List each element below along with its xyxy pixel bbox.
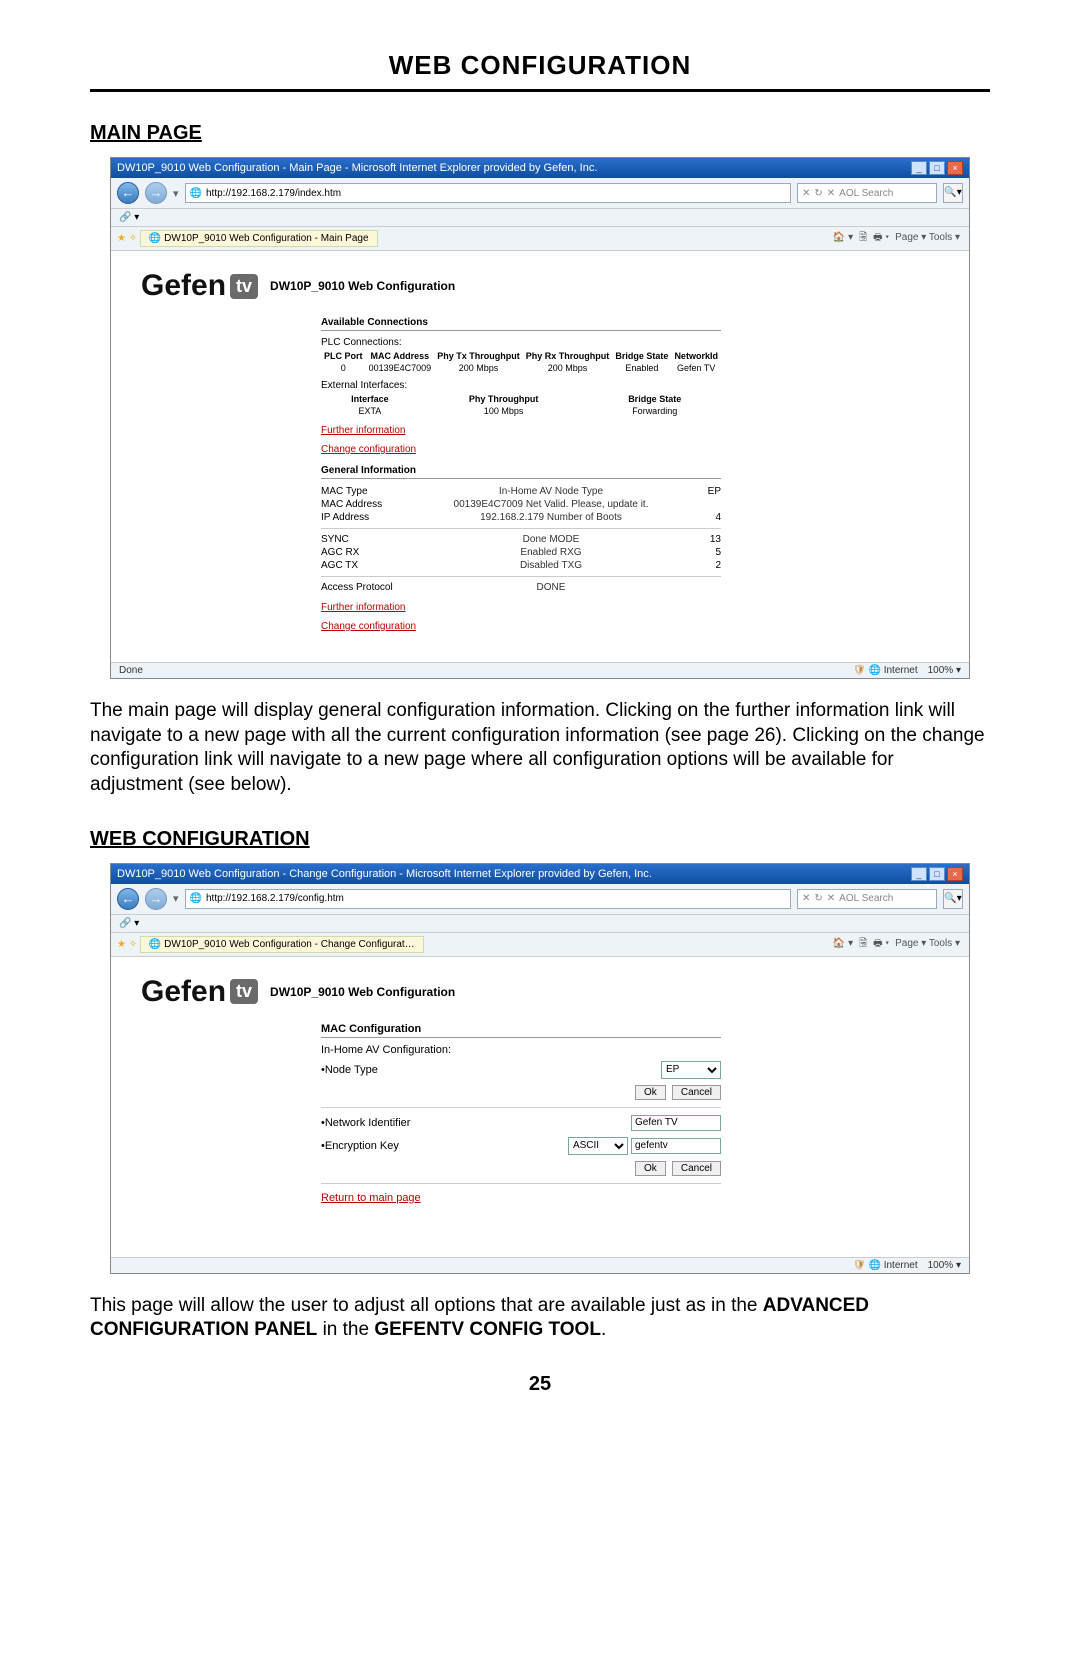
available-connections-header: Available Connections: [321, 317, 721, 331]
favorites-icon-2[interactable]: ★: [117, 939, 126, 950]
add-favorite-icon-2[interactable]: ✧: [129, 939, 137, 950]
return-link[interactable]: Return to main page: [321, 1192, 721, 1204]
add-favorite-icon[interactable]: ✧: [129, 233, 137, 244]
forward-button-2[interactable]: →: [145, 888, 167, 910]
close-button[interactable]: ×: [947, 161, 963, 175]
cancel-button-1[interactable]: Cancel: [672, 1085, 721, 1100]
encryption-type-select[interactable]: ASCII: [568, 1137, 628, 1155]
node-type-label: •Node Type: [321, 1064, 661, 1076]
ext-table: Interface Phy Throughput Bridge State EX…: [321, 393, 721, 417]
maximize-button-2[interactable]: □: [929, 867, 945, 881]
ie-statusbar-2: 🛡 🌐 Internet 100% ▾: [111, 1257, 969, 1273]
ie-titlebar-2: DW10P_9010 Web Configuration - Change Co…: [111, 864, 969, 884]
url-text-2: http://192.168.2.179/config.htm: [206, 893, 344, 904]
node-type-select[interactable]: EP: [661, 1061, 721, 1079]
general-info-table: MAC TypeIn-Home AV Node TypeEP MAC Addre…: [321, 485, 721, 594]
ie-tabs-bar-2: ★ ✧ 🌐 DW10P_9010 Web Configuration - Cha…: [111, 933, 969, 957]
mac-config-header: MAC Configuration: [321, 1023, 721, 1038]
ie-tools-2[interactable]: 🏠 ▾🗟🖶 ▾Page ▾ Tools ▾: [830, 936, 963, 953]
general-info-header: General Information: [321, 465, 721, 479]
network-id-input[interactable]: [631, 1115, 721, 1131]
ie-statusbar: Done 🛡 🌐 Internet 100% ▾: [111, 662, 969, 678]
page-subtitle: DW10P_9010 Web Configuration: [270, 279, 455, 293]
further-info-link-2[interactable]: Further information: [321, 602, 721, 613]
cancel-button-2[interactable]: Cancel: [672, 1161, 721, 1176]
ie-title-text-2: DW10P_9010 Web Configuration - Change Co…: [117, 868, 652, 880]
search-button-2[interactable]: 🔍▾: [943, 889, 963, 909]
inhome-line: In-Home AV Configuration:: [321, 1044, 721, 1056]
ie-titlebar: DW10P_9010 Web Configuration - Main Page…: [111, 158, 969, 178]
ie-navbar: ← → ▾ 🌐 http://192.168.2.179/index.htm ✕…: [111, 178, 969, 209]
page-body-2: Gefentv DW10P_9010 Web Configuration MAC…: [111, 957, 969, 1257]
address-bar-2[interactable]: 🌐 http://192.168.2.179/config.htm: [185, 889, 791, 909]
ext-line: External Interfaces:: [321, 380, 721, 391]
change-config-link-2[interactable]: Change configuration: [321, 621, 721, 632]
body-text-1: The main page will display general confi…: [90, 699, 990, 798]
ie-tools[interactable]: 🏠 ▾🗟🖶 ▾Page ▾ Tools ▾: [830, 230, 963, 247]
gefen-logo-2: Gefentv: [141, 975, 258, 1009]
page-body: Gefentv DW10P_9010 Web Configuration Ava…: [111, 251, 969, 662]
screenshot-change-config: DW10P_9010 Web Configuration - Change Co…: [110, 863, 970, 1274]
section-main-page: MAIN PAGE: [90, 122, 990, 145]
ok-button-1[interactable]: Ok: [635, 1085, 666, 1100]
maximize-button[interactable]: □: [929, 161, 945, 175]
page-title: WEB CONFIGURATION: [90, 50, 990, 92]
browser-tab-2[interactable]: 🌐 DW10P_9010 Web Configuration - Change …: [140, 936, 424, 953]
ie-tabs-bar: ★ ✧ 🌐 DW10P_9010 Web Configuration - Mai…: [111, 227, 969, 251]
ok-button-2[interactable]: Ok: [635, 1161, 666, 1176]
minimize-button[interactable]: _: [911, 161, 927, 175]
gefen-logo: Gefentv: [141, 269, 258, 303]
forward-button[interactable]: →: [145, 182, 167, 204]
section-web-config: WEB CONFIGURATION: [90, 828, 990, 851]
close-button-2[interactable]: ×: [947, 867, 963, 881]
encryption-key-label: •Encryption Key: [321, 1140, 568, 1152]
search-box-2[interactable]: ✕↻✕ AOL Search: [797, 889, 937, 909]
zoom-level-2[interactable]: 100% ▾: [928, 1260, 961, 1271]
zoom-level[interactable]: 100% ▾: [928, 665, 961, 676]
search-button[interactable]: 🔍▾: [943, 183, 963, 203]
status-left: Done: [119, 665, 143, 676]
page-subtitle-2: DW10P_9010 Web Configuration: [270, 985, 455, 999]
ie-links-bar: 🔗 ▾: [111, 209, 969, 227]
ie-links-bar-2: 🔗 ▾: [111, 915, 969, 933]
page-number: 25: [90, 1373, 990, 1396]
ie-navbar-2: ← → ▾ 🌐 http://192.168.2.179/config.htm …: [111, 884, 969, 915]
change-config-link[interactable]: Change configuration: [321, 444, 721, 455]
plc-line: PLC Connections:: [321, 337, 721, 348]
further-info-link[interactable]: Further information: [321, 425, 721, 436]
address-bar[interactable]: 🌐 http://192.168.2.179/index.htm: [185, 183, 791, 203]
network-id-label: •Network Identifier: [321, 1117, 631, 1129]
url-text: http://192.168.2.179/index.htm: [206, 188, 341, 199]
encryption-key-input[interactable]: [631, 1138, 721, 1154]
back-button[interactable]: ←: [117, 182, 139, 204]
browser-tab[interactable]: 🌐 DW10P_9010 Web Configuration - Main Pa…: [140, 230, 378, 247]
search-box[interactable]: ✕↻✕ AOL Search: [797, 183, 937, 203]
ie-title-text: DW10P_9010 Web Configuration - Main Page…: [117, 162, 597, 174]
minimize-button-2[interactable]: _: [911, 867, 927, 881]
back-button-2[interactable]: ←: [117, 888, 139, 910]
screenshot-main-page: DW10P_9010 Web Configuration - Main Page…: [110, 157, 970, 679]
plc-table: PLC Port MAC Address Phy Tx Throughput P…: [321, 350, 721, 374]
favorites-icon[interactable]: ★: [117, 233, 126, 244]
body-text-2: This page will allow the user to adjust …: [90, 1294, 990, 1343]
